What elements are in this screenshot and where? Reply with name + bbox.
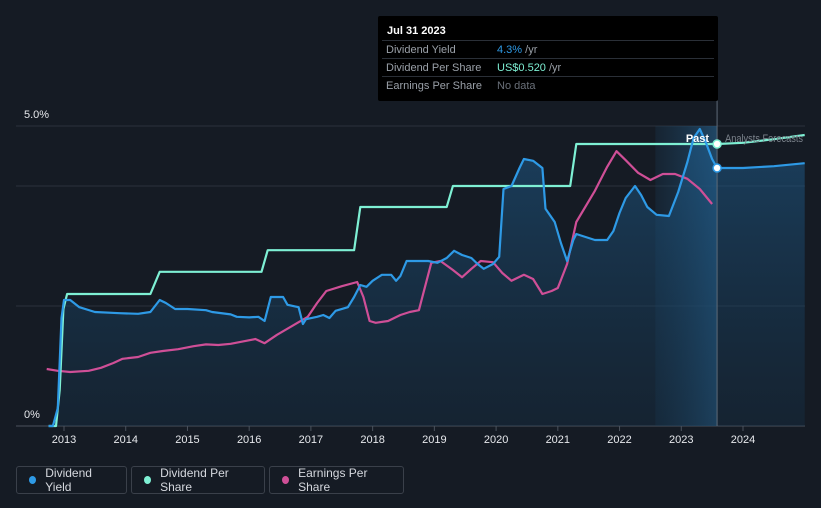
x-tick-label: 2015: [175, 434, 199, 446]
tooltip-unit: /yr: [545, 62, 562, 74]
legend-item-dividend-per-share[interactable]: Dividend Per Share: [131, 466, 265, 494]
x-tick-label: 2016: [237, 434, 261, 446]
tooltip-label: Dividend Yield: [386, 44, 456, 56]
tooltip-value: 4.3% /yr: [497, 44, 537, 56]
x-tick-label: 2024: [731, 434, 755, 446]
dividend-per-share-forecast-line: [717, 133, 805, 146]
tooltip-value: No data: [497, 80, 536, 92]
x-tick-label: 2020: [484, 434, 508, 446]
tooltip-label: Dividend Per Share: [386, 62, 482, 74]
earnings-per-share-line: [46, 150, 713, 374]
tooltip-value: US$0.520 /yr: [497, 62, 561, 74]
dividend-per-share-marker[interactable]: [712, 139, 722, 149]
tooltip-row-dividend-yield: Dividend Yield 4.3% /yr: [382, 40, 714, 58]
x-tick-label: 2018: [360, 434, 384, 446]
legend-dot-icon: [282, 476, 290, 484]
legend-dot-icon: [29, 476, 37, 484]
legend-label: Dividend Per Share: [160, 466, 229, 494]
x-tick-label: 2022: [607, 434, 631, 446]
x-tick-label: 2019: [422, 434, 446, 446]
dividend-yield-line: [48, 127, 719, 428]
y-axis-top-label: 5.0%: [24, 109, 49, 121]
legend-item-dividend-yield[interactable]: Dividend Yield: [16, 466, 127, 494]
tooltip-value-text: No data: [497, 80, 536, 92]
tooltip: Jul 31 2023 Dividend Yield 4.3% /yr Divi…: [378, 16, 718, 101]
tooltip-label: Earnings Per Share: [386, 80, 482, 92]
tooltip-row-dividend-per-share: Dividend Per Share US$0.520 /yr: [382, 58, 714, 76]
legend-label: Earnings Per Share: [298, 466, 368, 494]
y-axis-bottom-label: 0%: [24, 409, 40, 421]
x-tick-label: 2013: [52, 434, 76, 446]
dividend-yield-marker[interactable]: [712, 163, 722, 173]
tooltip-value-text: 4.3%: [497, 44, 523, 56]
x-tick-label: 2014: [113, 434, 137, 446]
x-tick-label: 2021: [546, 434, 570, 446]
past-label: Past: [686, 133, 710, 145]
tooltip-date: Jul 31 2023: [387, 25, 446, 37]
analysts-forecasts-label: Analysts Forecasts: [725, 133, 803, 145]
tooltip-unit: /yr: [522, 44, 538, 56]
tooltip-row-earnings-per-share: Earnings Per Share No data: [382, 76, 714, 94]
legend-label: Dividend Yield: [45, 466, 92, 494]
dividend-yield-forecast-line: [717, 162, 805, 170]
x-axis-ticks: 2013 2014 2015 2016 2017 2018 2019 2020 2021 2022…: [52, 426, 755, 446]
x-tick-label: 2023: [669, 434, 693, 446]
legend-dot-icon: [144, 476, 152, 484]
tooltip-value-text: US$0.520: [497, 62, 546, 74]
x-tick-label: 2017: [299, 434, 323, 446]
legend-item-earnings-per-share[interactable]: Earnings Per Share: [269, 466, 404, 494]
